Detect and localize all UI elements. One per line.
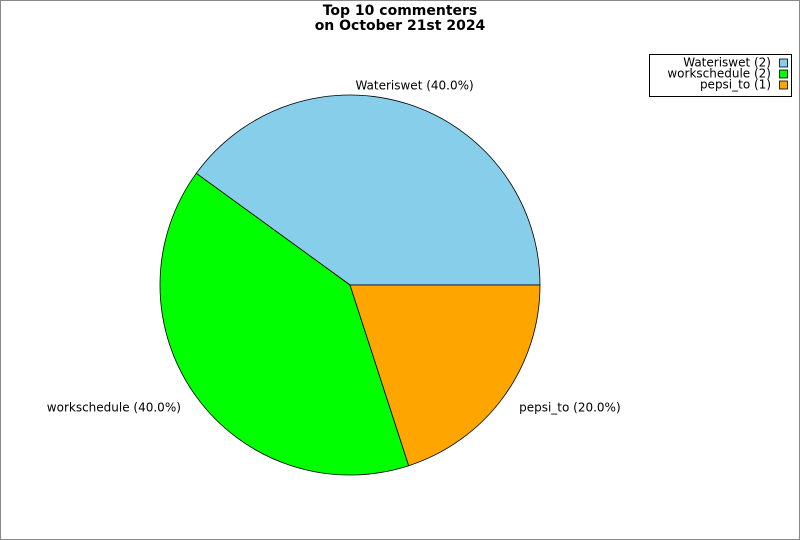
chart-title: Top 10 commenters bbox=[323, 3, 478, 19]
legend-swatch bbox=[779, 58, 788, 68]
slice-label: pepsi_to (20.0%) bbox=[519, 400, 621, 414]
legend-label: pepsi_to (1) bbox=[700, 78, 771, 92]
chart-title: on October 21st 2024 bbox=[315, 18, 486, 34]
pie-slice bbox=[159, 172, 410, 476]
legend-swatch bbox=[779, 80, 788, 90]
legend-label: workschedule (2) bbox=[667, 67, 771, 81]
slice-label: workschedule (40.0%) bbox=[47, 400, 181, 414]
legend-box bbox=[649, 54, 792, 97]
pie-slice bbox=[349, 284, 541, 467]
legend-swatch bbox=[779, 69, 788, 79]
pie-slice bbox=[195, 94, 541, 286]
legend-label: Wateriswet (2) bbox=[683, 56, 771, 70]
slice-label: Wateriswet (40.0%) bbox=[355, 79, 473, 93]
